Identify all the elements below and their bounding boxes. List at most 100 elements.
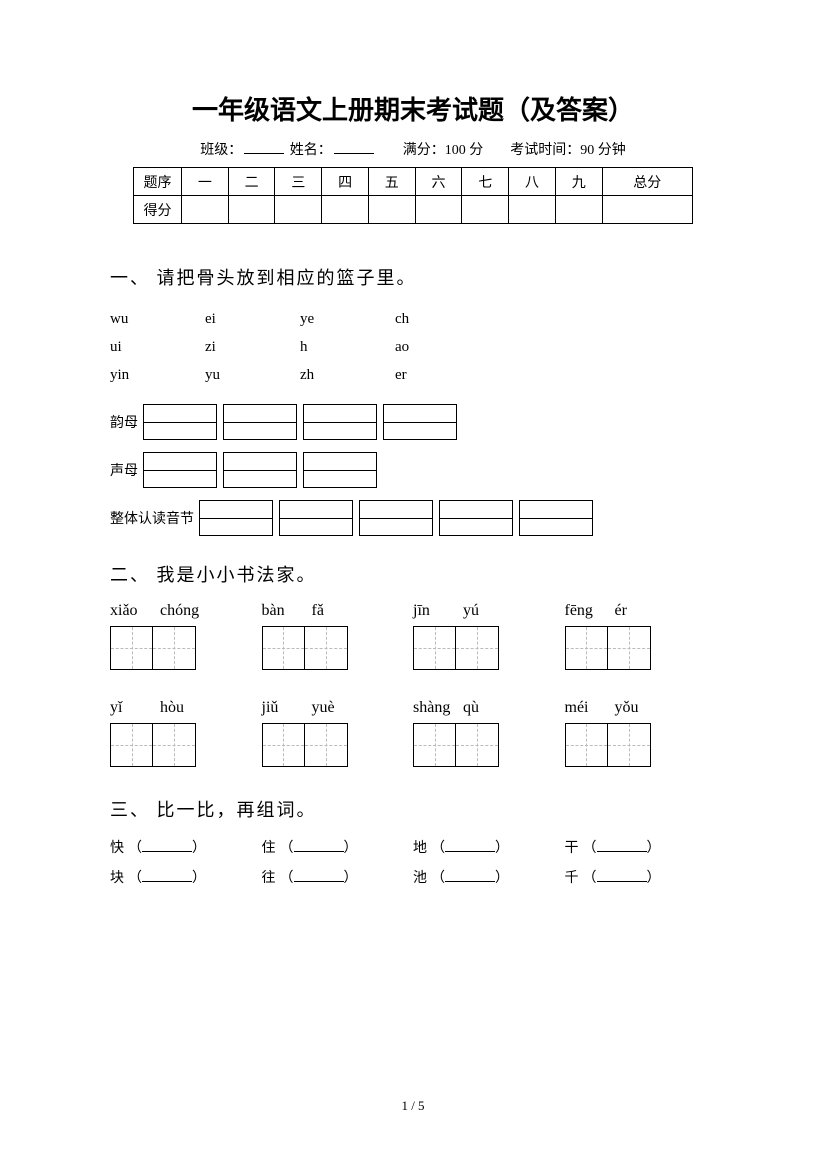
basket-box[interactable] <box>519 500 593 536</box>
compare-row: 快（） 住（） 地（） 干（） <box>110 837 716 857</box>
tianzige[interactable] <box>413 626 499 670</box>
score-cell[interactable] <box>275 196 322 224</box>
compare-char: 池 <box>413 867 427 887</box>
th-5: 五 <box>368 168 415 196</box>
syl: yú <box>463 602 513 620</box>
paren: （ <box>280 867 294 887</box>
compare-blank[interactable] <box>294 851 344 852</box>
write-box-row <box>110 723 716 771</box>
syl: hòu <box>160 699 210 717</box>
basket-box[interactable] <box>279 500 353 536</box>
basket-box[interactable] <box>383 404 457 440</box>
th-0: 题序 <box>134 168 182 196</box>
score-cell[interactable] <box>228 196 275 224</box>
th-2: 二 <box>228 168 275 196</box>
syl: chóng <box>160 602 210 620</box>
paren: ） <box>647 837 661 857</box>
th-7: 七 <box>462 168 509 196</box>
pinyin-item: zh <box>300 361 395 389</box>
paren: （ <box>583 837 597 857</box>
class-blank[interactable] <box>244 153 284 154</box>
pinyin-item: ch <box>395 305 490 333</box>
paren: （ <box>280 837 294 857</box>
compare-blank[interactable] <box>597 851 647 852</box>
pinyin-item: ui <box>110 333 205 361</box>
paren: ） <box>344 867 358 887</box>
section3-heading: 三、 比一比，再组词。 <box>110 796 716 822</box>
pinyin-item: ei <box>205 305 300 333</box>
tianzige[interactable] <box>262 723 348 767</box>
th-1: 一 <box>182 168 229 196</box>
tianzige[interactable] <box>262 626 348 670</box>
score-cell[interactable] <box>602 196 692 224</box>
basket-box[interactable] <box>223 452 297 488</box>
compare-char: 快 <box>110 837 124 857</box>
paren: （ <box>128 837 142 857</box>
th-4: 四 <box>322 168 369 196</box>
basket-label: 整体认读音节 <box>110 508 194 528</box>
th-3: 三 <box>275 168 322 196</box>
syl: ér <box>615 602 665 620</box>
score-label: 得分 <box>134 196 182 224</box>
compare-blank[interactable] <box>445 851 495 852</box>
pinyin-item: yin <box>110 361 205 389</box>
syl: xiǎo <box>110 602 160 620</box>
name-blank[interactable] <box>334 153 374 154</box>
paren: ） <box>647 867 661 887</box>
write-box-row <box>110 626 716 674</box>
pinyin-item: yu <box>205 361 300 389</box>
score-table-header: 题序 一 二 三 四 五 六 七 八 九 总分 <box>134 168 693 196</box>
compare-blank[interactable] <box>294 881 344 882</box>
paren: ） <box>495 837 509 857</box>
section2-heading: 二、 我是小小书法家。 <box>110 561 716 587</box>
compare-blank[interactable] <box>142 851 192 852</box>
tianzige[interactable] <box>110 626 196 670</box>
score-cell[interactable] <box>462 196 509 224</box>
basket-box[interactable] <box>439 500 513 536</box>
name-label: 姓名： <box>290 143 332 158</box>
paren: （ <box>583 867 597 887</box>
tianzige[interactable] <box>565 723 651 767</box>
score-cell[interactable] <box>182 196 229 224</box>
basket-box[interactable] <box>143 404 217 440</box>
basket-box[interactable] <box>359 500 433 536</box>
info-line: 班级： 姓名： 满分：100 分 考试时间：90 分钟 <box>110 139 716 159</box>
syl: jiǔ <box>262 699 312 717</box>
pinyin-label-row: xiǎochóng bànfǎ jīnyú fēngér <box>110 602 716 620</box>
syl: yǐ <box>110 699 160 717</box>
pinyin-item: ye <box>300 305 395 333</box>
score-cell[interactable] <box>509 196 556 224</box>
pinyin-item: ao <box>395 333 490 361</box>
basket-box[interactable] <box>303 452 377 488</box>
pinyin-grid: wu ei ye ch ui zi h ao yin yu zh er <box>110 305 716 389</box>
compare-char: 块 <box>110 867 124 887</box>
th-9: 九 <box>555 168 602 196</box>
pinyin-item: er <box>395 361 490 389</box>
syl: shàng <box>413 699 463 717</box>
th-8: 八 <box>509 168 556 196</box>
tianzige[interactable] <box>413 723 499 767</box>
full-score: 满分：100 分 <box>403 143 484 158</box>
score-cell[interactable] <box>555 196 602 224</box>
basket-box[interactable] <box>143 452 217 488</box>
compare-blank[interactable] <box>597 881 647 882</box>
compare-char: 地 <box>413 837 427 857</box>
compare-char: 千 <box>565 867 579 887</box>
score-cell[interactable] <box>322 196 369 224</box>
tianzige[interactable] <box>110 723 196 767</box>
score-cell[interactable] <box>368 196 415 224</box>
th-10: 总分 <box>602 168 692 196</box>
tianzige[interactable] <box>565 626 651 670</box>
class-label: 班级： <box>200 143 242 158</box>
compare-blank[interactable] <box>445 881 495 882</box>
syl: yuè <box>312 699 362 717</box>
paren: （ <box>431 867 445 887</box>
basket-label: 声母 <box>110 460 138 480</box>
compare-blank[interactable] <box>142 881 192 882</box>
paren: ） <box>192 837 206 857</box>
score-cell[interactable] <box>415 196 462 224</box>
basket-box[interactable] <box>199 500 273 536</box>
score-table-scores: 得分 <box>134 196 693 224</box>
basket-box[interactable] <box>223 404 297 440</box>
basket-box[interactable] <box>303 404 377 440</box>
